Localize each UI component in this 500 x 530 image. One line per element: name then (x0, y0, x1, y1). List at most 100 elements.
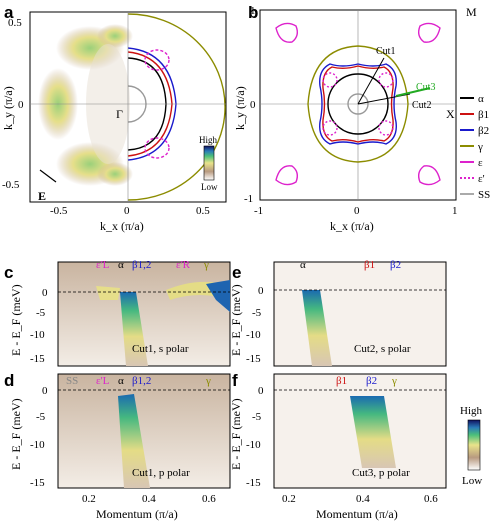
panel-e-ylabel: E - E_F (meV) (229, 284, 243, 356)
panel-e-marker: α (300, 259, 306, 271)
panel-e-ytick: -15 (246, 353, 261, 365)
panel-label-c: c (4, 263, 13, 282)
panel-d-marker: α (118, 375, 124, 387)
panel-a-ylabel: k_y (π/a) (1, 86, 15, 130)
panel-a-e-arrow (39, 169, 57, 183)
panel-b-cut3: Cut3 (416, 82, 435, 93)
panel-e-frame (273, 261, 447, 367)
panel-f-colorbar-low: Low (462, 475, 482, 487)
panel-a-colorbar-low: Low (201, 182, 218, 192)
panel-b-contours (275, 22, 441, 186)
panel-a-ytick: 0.5 (8, 17, 22, 29)
panel-a-xtick: 0 (124, 205, 130, 217)
panel-b-ytick: 0 (250, 99, 256, 111)
panel-b-xtick: -1 (254, 205, 263, 217)
panel-c-ytick: 0 (42, 287, 48, 299)
legend-label: SS (478, 189, 490, 201)
panel-c-marker: γ (203, 259, 209, 271)
panel-b-xtick: 1 (452, 205, 458, 217)
legend-label: β2 (478, 125, 489, 137)
panel-b-ytick: 1 (250, 5, 256, 17)
panel-a-ytick: 0 (18, 99, 24, 111)
panel-e-ytick: -10 (246, 329, 261, 341)
panel-b-cut1-line (357, 57, 385, 105)
panel-c-marker: β1,2 (132, 259, 151, 271)
panel-d-xlabel: Momentum (π/a) (96, 507, 178, 521)
panel-b-cut1: Cut1 (376, 46, 395, 57)
panel-d-ylabel: E - E_F (meV) (9, 398, 23, 470)
panel-c-ytick: -15 (30, 353, 45, 365)
panel-c-marker: ε'R (176, 259, 191, 271)
panel-e-ytick: 0 (258, 285, 264, 297)
panel-e: e α β1 β2 Cut2, s polar 0 -5 -10 -15 E -… (229, 259, 447, 367)
panel-b-xlabel: k_x (π/a) (330, 219, 374, 233)
panel-a-xtick: 0.5 (196, 205, 210, 217)
panel-e-caption: Cut2, s polar (354, 343, 411, 355)
panel-c-marker: ε'L (96, 259, 110, 271)
panel-c: c ε'L α β1,2 ε'R γ Cut1, s polar 0 -5 -1… (4, 259, 231, 367)
panel-d-ytick: -5 (36, 411, 46, 423)
panel-f-ytick: -10 (246, 439, 261, 451)
panel-f-xtick: 0.6 (424, 493, 438, 505)
panel-d-marker: β1,2 (132, 375, 151, 387)
panel-c-band-alpha (96, 286, 120, 300)
panel-d-ytick: 0 (42, 385, 48, 397)
panel-label-f: f (232, 371, 238, 390)
panel-d-caption: Cut1, p polar (132, 467, 190, 479)
panel-a-xtick: -0.5 (50, 205, 68, 217)
panel-a: a Γ E High Low 0.5 (1, 3, 227, 233)
panel-f-ytick: -15 (246, 477, 261, 489)
panel-label-e: e (232, 263, 241, 282)
legend-label: α (478, 93, 484, 105)
panel-label-b: b (248, 3, 258, 22)
panel-a-ytick: -0.5 (2, 179, 20, 191)
panel-c-ytick: -5 (36, 307, 46, 319)
legend-label: ε' (478, 173, 485, 185)
panel-a-colorbar-high: High (199, 135, 218, 145)
panel-f-caption: Cut3, p polar (352, 467, 410, 479)
panel-c-caption: Cut1, s polar (132, 343, 189, 355)
panel-f-ylabel: E - E_F (meV) (229, 398, 243, 470)
panel-b-legend: α β1 β2 γ ε ε' SS (460, 93, 490, 201)
legend-label: β1 (478, 109, 489, 121)
panel-b-ylabel: k_y (π/a) (233, 86, 247, 130)
panel-label-d: d (4, 371, 14, 390)
panel-a-e-label: E (38, 189, 46, 203)
panel-f-marker: β2 (366, 375, 377, 387)
panel-b-ytick: -1 (244, 193, 253, 205)
panel-d-xtick: 0.6 (202, 493, 216, 505)
panel-f-marker: γ (391, 375, 397, 387)
panel-d: d SS ε'L α β1,2 γ Cut1, p polar 0 -5 -10… (4, 371, 231, 521)
panel-b-cut3-line (395, 87, 431, 97)
panel-a-gamma: Γ (116, 107, 123, 121)
panel-b: b Cut1 Cut3 Cut2 M X 1 0 (233, 3, 490, 233)
panel-b-xtick: 0 (354, 205, 360, 217)
panel-f-marker: β1 (336, 375, 347, 387)
panel-f-ytick: -5 (252, 411, 262, 423)
panel-e-marker: β2 (390, 259, 401, 271)
panel-b-m: M (466, 5, 477, 19)
panel-f: f β1 β2 γ Cut3, p polar 0 -5 -10 -15 0.2… (229, 371, 483, 521)
panel-d-xtick: 0.4 (142, 493, 156, 505)
panel-e-band-alpha (302, 290, 332, 366)
panel-d-marker: ε'L (96, 375, 110, 387)
panel-f-colorbar (467, 419, 481, 471)
panel-c-band-beta (120, 292, 148, 366)
panel-f-band (350, 396, 396, 468)
legend-label: γ (477, 141, 483, 153)
panel-d-ytick: -15 (30, 477, 45, 489)
panel-c-band-gamma-core (206, 280, 230, 312)
panel-f-ytick: 0 (258, 385, 264, 397)
panel-f-xtick: 0.2 (282, 493, 296, 505)
panel-a-xlabel: k_x (π/a) (100, 219, 144, 233)
panel-d-marker: γ (205, 375, 211, 387)
panel-b-cut2: Cut2 (412, 100, 431, 111)
panel-label-a: a (4, 3, 14, 22)
panel-c-ylabel: E - E_F (meV) (9, 284, 23, 356)
panel-c-marker: α (118, 259, 124, 271)
panel-d-band-beta (118, 394, 150, 488)
panel-d-ytick: -10 (30, 439, 45, 451)
panel-e-ytick: -5 (252, 307, 262, 319)
panel-d-marker: SS (66, 375, 78, 387)
